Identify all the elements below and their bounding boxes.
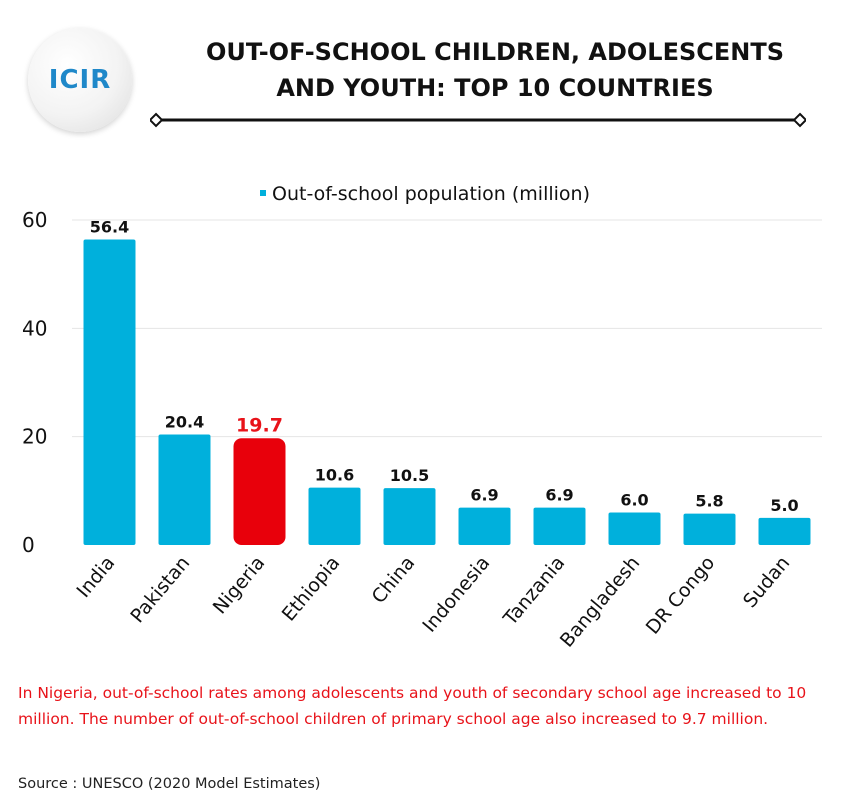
x-tick-label: DR Congo bbox=[642, 552, 720, 639]
data-label: 5.8 bbox=[695, 492, 723, 511]
bar-nigeria bbox=[233, 438, 286, 545]
bar-pakistan bbox=[158, 434, 211, 545]
chart-title: OUT-OF-SCHOOL CHILDREN, ADOLESCENTS AND … bbox=[150, 34, 840, 106]
y-tick-label: 0 bbox=[22, 533, 35, 557]
x-tick-label: India bbox=[72, 552, 119, 602]
x-tick-label: Sudan bbox=[739, 552, 794, 612]
data-label: 6.0 bbox=[620, 491, 648, 510]
bar-sudan bbox=[758, 517, 811, 545]
bar-tanzania bbox=[533, 507, 586, 545]
bar-ethiopia bbox=[308, 487, 361, 545]
icir-logo: ICIR bbox=[28, 28, 132, 132]
title-divider bbox=[150, 112, 806, 128]
x-tick-label: Nigeria bbox=[209, 552, 270, 618]
data-label: 10.6 bbox=[315, 466, 354, 485]
logo-text: ICIR bbox=[48, 65, 112, 95]
data-label: 5.0 bbox=[770, 496, 798, 515]
data-label: 56.4 bbox=[90, 218, 129, 237]
x-tick-label: Ethiopia bbox=[278, 552, 345, 625]
x-tick-label: Bangladesh bbox=[556, 552, 644, 651]
chart-legend: Out-of-school population (million) bbox=[0, 183, 850, 205]
y-tick-label: 60 bbox=[22, 208, 47, 232]
data-label: 6.9 bbox=[545, 486, 573, 505]
y-tick-label: 20 bbox=[22, 425, 47, 449]
legend-swatch bbox=[260, 189, 266, 196]
bar-dr-congo bbox=[683, 513, 736, 545]
y-tick-label: 40 bbox=[22, 316, 47, 340]
nigeria-note: In Nigeria, out-of-school rates among ad… bbox=[18, 684, 807, 728]
data-label: 10.5 bbox=[390, 466, 429, 485]
source-text: Source : UNESCO (2020 Model Estimates) bbox=[18, 776, 321, 792]
bar-indonesia bbox=[458, 507, 511, 545]
data-label: 19.7 bbox=[236, 414, 283, 436]
data-label: 6.9 bbox=[470, 486, 498, 505]
chart-title-line-1: OUT-OF-SCHOOL CHILDREN, ADOLESCENTS bbox=[205, 38, 785, 66]
bar-india bbox=[83, 239, 136, 545]
data-label: 20.4 bbox=[165, 413, 204, 432]
bar-bangladesh bbox=[608, 512, 661, 545]
x-tick-label: Indonesia bbox=[418, 552, 494, 637]
legend-label: Out-of-school population (million) bbox=[272, 183, 590, 205]
x-tick-label: China bbox=[368, 552, 420, 608]
chart-title-line-2: AND YOUTH: TOP 10 COUNTRIES bbox=[276, 74, 714, 102]
x-tick-label: Tanzania bbox=[499, 552, 570, 630]
x-tick-label: Pakistan bbox=[126, 552, 194, 627]
bar-china bbox=[383, 488, 436, 545]
bar-chart: 0 20 40 60 56.4 India 20.4 Pakistan 19.7 Nigeria 1… bbox=[22, 208, 822, 652]
